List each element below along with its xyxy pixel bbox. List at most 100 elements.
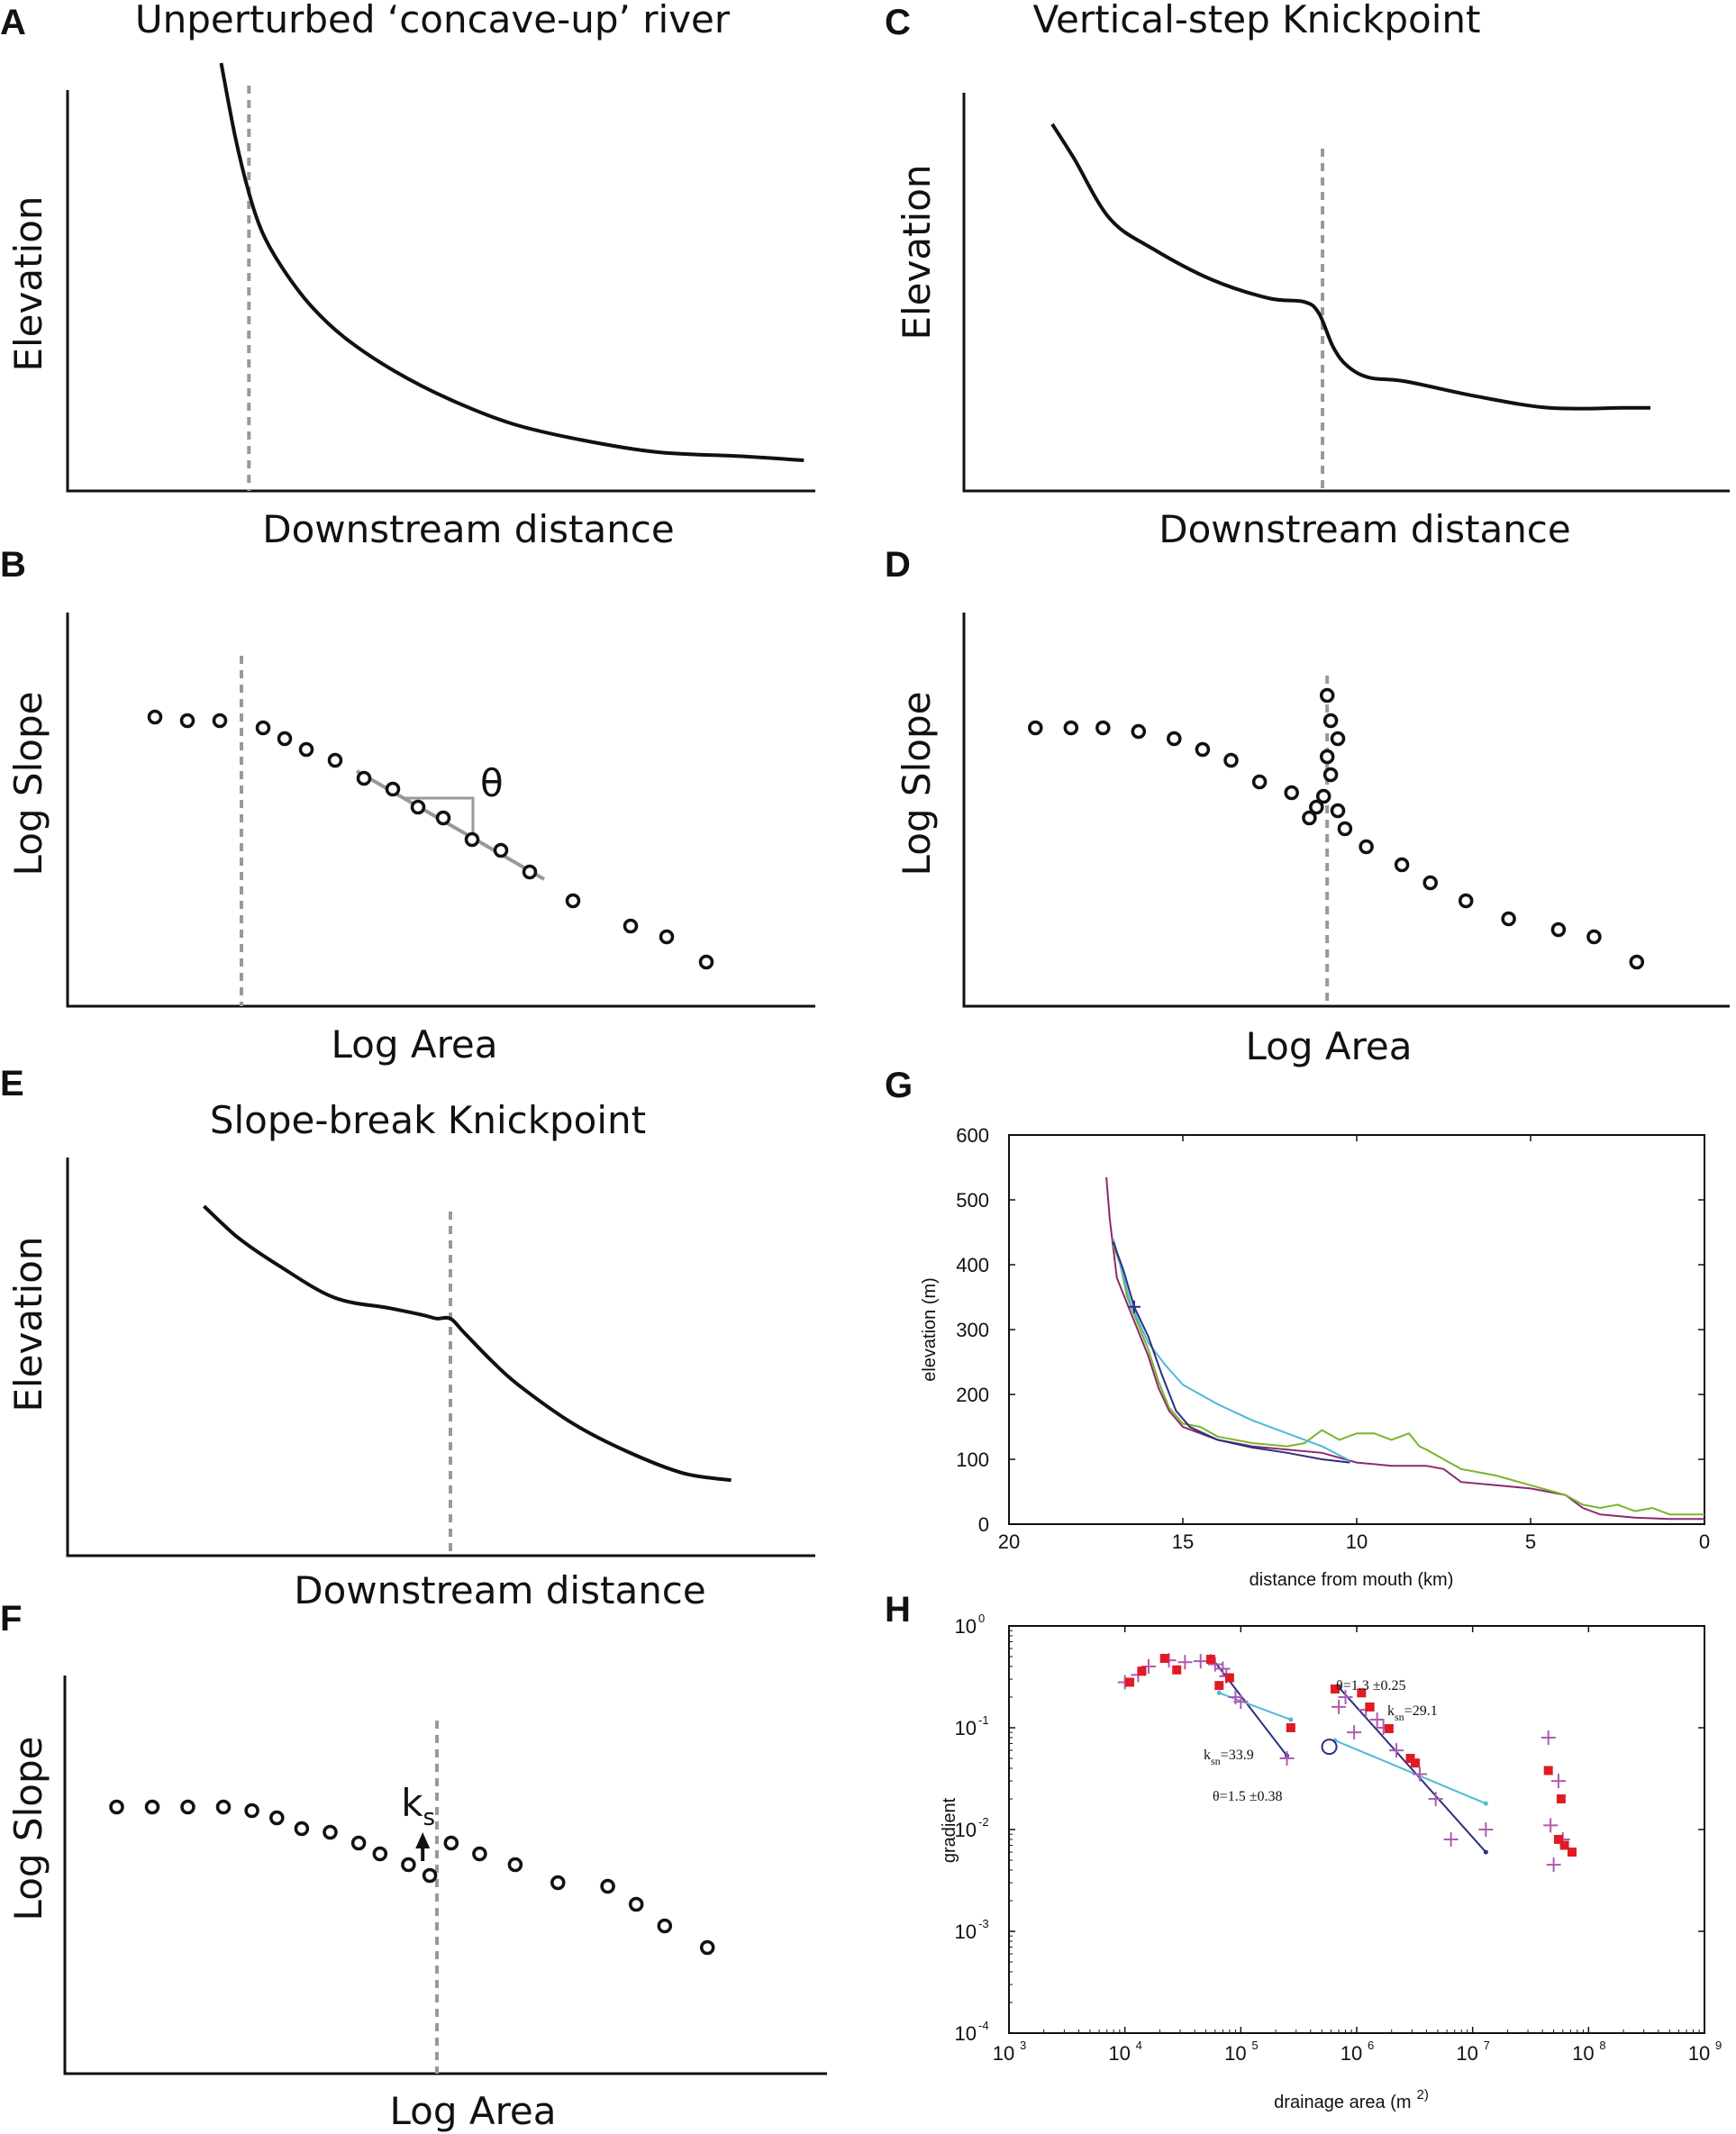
panel-h-square-point: [1224, 1673, 1234, 1683]
panel-h-plus-point: [1279, 1751, 1295, 1766]
panel-e-title: Slope-break Knickpoint: [210, 1098, 646, 1142]
panel-h-circle-marker: [1321, 1739, 1338, 1756]
panel-h-ksn1-sub: sn: [1395, 1711, 1404, 1723]
panel-h-square-point: [1559, 1840, 1569, 1850]
panel-h-square-point: [1330, 1684, 1340, 1694]
panel-b-fit-line: [356, 769, 545, 881]
panel-d-point: [1330, 803, 1346, 819]
panel-f-point: [323, 1824, 338, 1840]
panel-g-ytick-label: 500: [956, 1189, 989, 1212]
panel-b-point: [659, 929, 675, 945]
panel-h-plus-point: [1428, 1791, 1443, 1806]
panel-h-xtick-exp: 8: [1599, 2039, 1605, 2052]
panel-b-point: [698, 954, 714, 970]
panel-g-ytick-label: 600: [956, 1124, 989, 1147]
panel-b-point: [179, 713, 195, 729]
panel-d-point: [1251, 774, 1268, 790]
panel-b-label: B: [0, 545, 26, 585]
panel-g-ylabel: elevation (m): [920, 1277, 940, 1382]
panel-h-ytick-exp: -1: [978, 1713, 989, 1727]
panel-e-ylabel: Elevation: [6, 1236, 50, 1412]
panel-b-xlabel: Log Area: [331, 1022, 497, 1067]
panel-d-points: [1028, 687, 1645, 970]
panel-h-xtick-exp: 6: [1368, 2039, 1374, 2052]
panel-h-ksn1-val: =29.1: [1404, 1703, 1438, 1719]
panel-b-point: [435, 810, 451, 826]
panel-a-xlabel: Downstream distance: [262, 507, 675, 551]
panel-c-title: Vertical-step Knickpoint: [1033, 0, 1481, 41]
panel-h-plus-point: [1193, 1654, 1208, 1669]
panel-b-point: [565, 893, 581, 909]
panel-h-ytick-exp: 0: [978, 1612, 985, 1625]
panel-h-ytick-exp: -4: [978, 2019, 989, 2032]
panel-d-point: [1319, 749, 1335, 765]
panel-h-plus-point: [1543, 1818, 1559, 1833]
panel-f-point: [215, 1799, 232, 1815]
panel-g-xtick-label: 0: [1699, 1530, 1710, 1553]
panel-g-series-green: [1112, 1245, 1704, 1516]
panel-g-ytick-label: 200: [956, 1384, 989, 1406]
panel-h-plus-point: [1177, 1655, 1193, 1670]
panel-d-point: [1095, 720, 1111, 736]
panel-h-square-point: [1205, 1655, 1215, 1665]
panel-g-xtick-label: 5: [1525, 1530, 1536, 1553]
panel-g-xtick-label: 10: [1346, 1530, 1368, 1553]
panel-h-square-point: [1384, 1723, 1394, 1733]
panel-f-axes: [63, 1675, 827, 2075]
panel-h-square-point: [1365, 1702, 1375, 1712]
panel-h-plus-point: [1233, 1694, 1249, 1710]
panel-h-plus-point: [1550, 1774, 1566, 1789]
panel-b-point: [298, 741, 314, 758]
panel-d-point: [1330, 731, 1346, 747]
panel-h-plus-point: [1443, 1831, 1459, 1847]
panel-d-point: [1458, 893, 1474, 909]
panel-h-ytick-label: 10: [955, 1819, 977, 1841]
panel-b-point: [522, 864, 538, 880]
panel-f-ks-arrowhead: [415, 1832, 431, 1848]
panel-h-square-point: [1137, 1666, 1147, 1676]
panel-h-ytick-label: 10: [955, 1921, 977, 1943]
panel-h-points: [1117, 1653, 1577, 1873]
panel-b-point: [410, 799, 426, 815]
panel-h-square-point: [1172, 1665, 1182, 1675]
panel-h-square-point: [1214, 1681, 1224, 1691]
panel-f-points: [109, 1799, 715, 1956]
panel-h-xtick-label: 10: [1108, 2042, 1130, 2065]
panel-e: E Slope-break Knickpoint Elevation Downs…: [0, 1064, 815, 1612]
panel-h-xtick-label: 10: [993, 2042, 1014, 2065]
panel-d-point: [1586, 929, 1602, 945]
panel-h-ylabel: gradient: [940, 1797, 959, 1863]
panel-h: H 10 3 10 4 10 5 10 6 10 7 10 8 10 910 -410 -310 -210 -11…: [885, 1590, 1722, 2112]
panel-a: A Unperturbed ‘concave-up’ river Elevati…: [0, 0, 815, 551]
panel-h-ksn2-val: =33.9: [1221, 1748, 1254, 1763]
panel-c-axes: [962, 93, 1730, 493]
panel-h-xlabel: drainage area (m 2): [1274, 2087, 1429, 2112]
panel-h-xtick-exp: 9: [1715, 2039, 1722, 2052]
panel-h-square-point: [1357, 1688, 1367, 1698]
panel-h-xtick-label: 10: [1224, 2042, 1246, 2065]
panel-f-point: [422, 1867, 438, 1884]
panel-h-fit-endpoint: [1483, 1849, 1488, 1855]
panel-f-point: [294, 1821, 310, 1837]
panel-d-point: [1131, 723, 1147, 740]
panel-f-point: [472, 1846, 487, 1862]
panel-g-xlabel: distance from mouth (km): [1250, 1570, 1454, 1590]
panel-a-ylabel: Elevation: [6, 195, 50, 371]
panel-f-point: [350, 1835, 367, 1851]
panel-b-point: [356, 770, 372, 786]
panel-h-xtick-exp: 3: [1020, 2039, 1026, 2052]
panel-h-square-point: [1553, 1834, 1563, 1844]
panel-f-point: [550, 1875, 566, 1891]
panel-d-point: [1284, 785, 1299, 801]
panel-b-point: [385, 781, 401, 797]
panel-h-fit-endpoint: [1216, 1690, 1222, 1695]
panel-f: F ks Log Slope Log Area: [0, 1599, 827, 2133]
panel-h-square-point: [1556, 1793, 1566, 1803]
panel-h-fit-navy2: [1338, 1686, 1487, 1853]
panel-g-series-purple: [1105, 1176, 1704, 1521]
panel-d-ylabel: Log Slope: [895, 692, 939, 876]
panel-c-profile-line: [1050, 123, 1650, 411]
panel-h-plus-point: [1369, 1712, 1385, 1728]
panel-h-ksn1: ksn=29.1: [1387, 1703, 1438, 1723]
panel-g-series-navy: [1112, 1241, 1350, 1464]
